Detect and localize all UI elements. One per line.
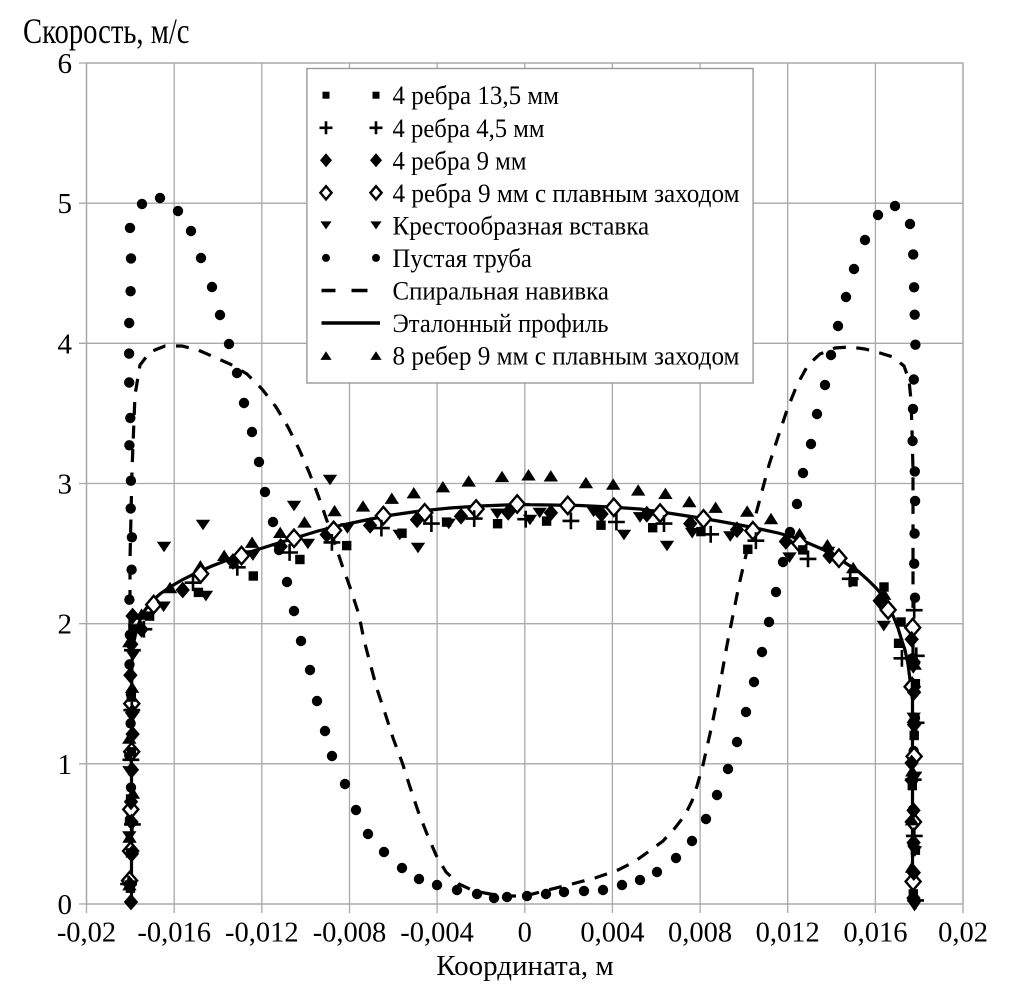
svg-text:4: 4 [58,328,73,360]
svg-text:Эталонный профиль: Эталонный профиль [393,309,609,338]
svg-text:Скорость, м/с: Скорость, м/с [23,11,190,51]
svg-text:8 ребер 9 мм с плавным заходом: 8 ребер 9 мм с плавным заходом [393,342,740,371]
svg-text:4 ребра 9 мм: 4 ребра 9 мм [393,146,527,175]
svg-text:0,012: 0,012 [756,918,820,949]
svg-text:-0,02: -0,02 [57,918,116,949]
svg-text:5: 5 [58,188,73,220]
svg-text:2: 2 [58,609,73,641]
svg-text:Координата, м: Координата, м [436,950,614,982]
svg-text:Пустая труба: Пустая труба [393,244,533,273]
svg-text:0: 0 [58,889,73,921]
svg-text:-0,012: -0,012 [225,918,299,949]
svg-text:3: 3 [58,469,73,501]
svg-text:4 ребра 13,5 мм: 4 ребра 13,5 мм [393,81,560,110]
svg-text:4 ребра 9 мм с плавным заходом: 4 ребра 9 мм с плавным заходом [393,179,740,208]
svg-text:0,004: 0,004 [580,918,644,949]
svg-text:0: 0 [518,918,532,949]
svg-text:-0,008: -0,008 [313,918,387,949]
svg-text:Спиральная навивка: Спиральная навивка [393,277,610,306]
svg-text:Крестообразная вставка: Крестообразная вставка [393,211,650,240]
svg-text:6: 6 [58,48,73,80]
svg-text:0,02: 0,02 [938,918,988,949]
svg-text:0,016: 0,016 [843,918,907,949]
svg-text:4 ребра 4,5 мм: 4 ребра 4,5 мм [393,114,545,143]
svg-text:-0,016: -0,016 [137,918,211,949]
svg-text:0,008: 0,008 [668,918,732,949]
svg-text:-0,004: -0,004 [400,918,474,949]
svg-text:1: 1 [58,749,73,781]
